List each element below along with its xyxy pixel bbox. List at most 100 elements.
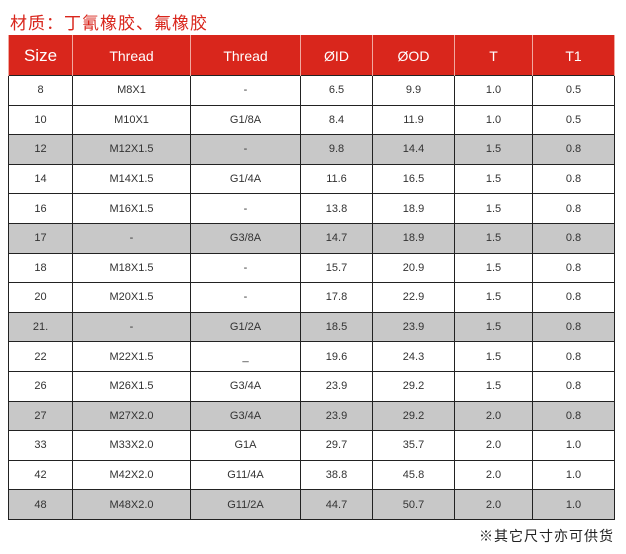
cell-thread-pipe: G3/8A (190, 222, 301, 254)
size-table: Size Thread Thread ØID ØOD T T1 8 M8X1-6.… (8, 35, 615, 520)
cell-id: 13.8 (300, 193, 373, 224)
cell-od: 16.5 (372, 163, 455, 195)
cell-thread-pipe: G11/4A (190, 459, 301, 491)
header-thread-metric: Thread (72, 35, 191, 76)
table-row: 17- G3/8A 14.7 18.9 1.5 0.8 (8, 222, 615, 254)
header-od: ØOD (372, 35, 455, 76)
cell-thread-pipe: - (190, 134, 301, 165)
cell-thread-pipe: G3/4A (190, 400, 301, 432)
header-thread-pipe: Thread (190, 35, 301, 76)
table-row: 27 M27X2.0 G3/4A 23.9 29.2 2.0 0.8 (8, 400, 615, 432)
cell-id: 11.6 (300, 163, 373, 195)
table-row: 21. - G1/2A 18.5 23.9 1.5 0.8 (8, 311, 615, 343)
cell-thread-metric: M16X1.5 (72, 193, 191, 224)
header-t: T (454, 35, 533, 76)
cell-t1: 1.0 (532, 489, 615, 520)
header-row: Size Thread Thread ØID ØOD T T1 (8, 35, 615, 76)
cell-t1: 0.8 (532, 311, 615, 343)
cell-t: 1.0 (454, 75, 533, 106)
cell-t1: 1.0 (532, 459, 615, 491)
cell-od: 24.3 (372, 341, 455, 372)
cell-thread-pipe: - (190, 252, 301, 284)
header-t1: T1 (532, 35, 615, 76)
cell-thread-metric: - (72, 222, 191, 254)
cell-t1: 0.8 (532, 193, 615, 224)
table-row: 26 M26X1.5 G3/4A 23.9 29.2 1.5 0.8 (8, 370, 615, 402)
cell-size: 12 (8, 134, 73, 165)
cell-od: 22.9 (372, 282, 455, 313)
material-title: 材质：丁氰橡胶、氟橡胶 (10, 14, 208, 33)
cell-id: 44.7 (300, 489, 373, 520)
cell-id: 23.9 (300, 370, 373, 402)
cell-thread-metric: M20X1.5 (72, 282, 191, 313)
cell-t: 1.5 (454, 193, 533, 224)
cell-thread-metric: M8X1 (72, 75, 191, 106)
table-row: 14 M14X1.5 G1/4A 11.6 16.5 1.5 0.8 (8, 163, 615, 195)
table-row: 48 M48X2.0 G11/2A 44.7 50.7 2.0 1.0 (8, 489, 615, 520)
cell-od: 23.9 (372, 311, 455, 343)
cell-od: 29.2 (372, 370, 455, 402)
cell-t: 1.5 (454, 341, 533, 372)
cell-t1: 0.8 (532, 163, 615, 195)
cell-t1: 0.8 (532, 252, 615, 284)
cell-size: 14 (8, 163, 73, 195)
cell-size: 21. (8, 311, 73, 343)
cell-thread-pipe: G1A (190, 430, 301, 461)
cell-id: 38.8 (300, 459, 373, 491)
cell-t: 2.0 (454, 459, 533, 491)
cell-t: 1.0 (454, 104, 533, 136)
cell-thread-pipe: G1/4A (190, 163, 301, 195)
cell-thread-metric: M14X1.5 (72, 163, 191, 195)
table-row: 18 M18X1.5-15.7 20.9 1.5 0.8 (8, 252, 615, 284)
cell-od: 18.9 (372, 222, 455, 254)
cell-id: 17.8 (300, 282, 373, 313)
cell-thread-metric: M48X2.0 (72, 489, 191, 520)
cell-t: 1.5 (454, 311, 533, 343)
cell-thread-metric: M27X2.0 (72, 400, 191, 432)
cell-thread-pipe: G1/8A (190, 104, 301, 136)
cell-t: 2.0 (454, 430, 533, 461)
footnote: ※其它尺寸亦可供货 (479, 528, 614, 544)
cell-size: 42 (8, 459, 73, 491)
cell-size: 48 (8, 489, 73, 520)
table-row: 16 M16X1.5-13.8 18.9 1.5 0.8 (8, 193, 615, 224)
table-row: 12 M12X1.5-9.8 14.4 1.5 0.8 (8, 134, 615, 165)
cell-t1: 0.8 (532, 370, 615, 402)
cell-id: 18.5 (300, 311, 373, 343)
cell-t: 2.0 (454, 489, 533, 520)
cell-size: 8 (8, 75, 73, 106)
cell-size: 10 (8, 104, 73, 136)
cell-t1: 0.5 (532, 75, 615, 106)
cell-thread-pipe: G3/4A (190, 370, 301, 402)
cell-t1: 0.8 (532, 282, 615, 313)
table-row: 20 M20X1.5-17.8 22.9 1.5 0.8 (8, 282, 615, 313)
cell-t: 1.5 (454, 282, 533, 313)
cell-thread-pipe: G1/2A (190, 311, 301, 343)
cell-t1: 0.8 (532, 134, 615, 165)
cell-id: 9.8 (300, 134, 373, 165)
cell-od: 20.9 (372, 252, 455, 284)
header-id: ØID (300, 35, 373, 76)
cell-t: 1.5 (454, 134, 533, 165)
table-row: 42 M42X2.0 G11/4A 38.8 45.8 2.0 1.0 (8, 459, 615, 491)
cell-thread-metric: M42X2.0 (72, 459, 191, 491)
cell-od: 14.4 (372, 134, 455, 165)
cell-thread-metric: M18X1.5 (72, 252, 191, 284)
cell-t: 1.5 (454, 163, 533, 195)
cell-t1: 1.0 (532, 430, 615, 461)
cell-thread-metric: M10X1 (72, 104, 191, 136)
cell-thread-pipe: _ (190, 341, 301, 372)
table-row: 33 M33X2.0 G1A 29.7 35.7 2.0 1.0 (8, 430, 615, 461)
cell-t1: 0.8 (532, 341, 615, 372)
cell-t1: 0.5 (532, 104, 615, 136)
cell-id: 23.9 (300, 400, 373, 432)
table-row: 22 M22X1.5 _ 19.6 24.3 1.5 0.8 (8, 341, 615, 372)
cell-od: 50.7 (372, 489, 455, 520)
cell-thread-pipe: - (190, 75, 301, 106)
table-row: 10 M10X1 G1/8A 8.4 11.9 1.0 0.5 (8, 104, 615, 136)
cell-od: 18.9 (372, 193, 455, 224)
cell-od: 35.7 (372, 430, 455, 461)
cell-id: 15.7 (300, 252, 373, 284)
cell-od: 29.2 (372, 400, 455, 432)
cell-od: 11.9 (372, 104, 455, 136)
